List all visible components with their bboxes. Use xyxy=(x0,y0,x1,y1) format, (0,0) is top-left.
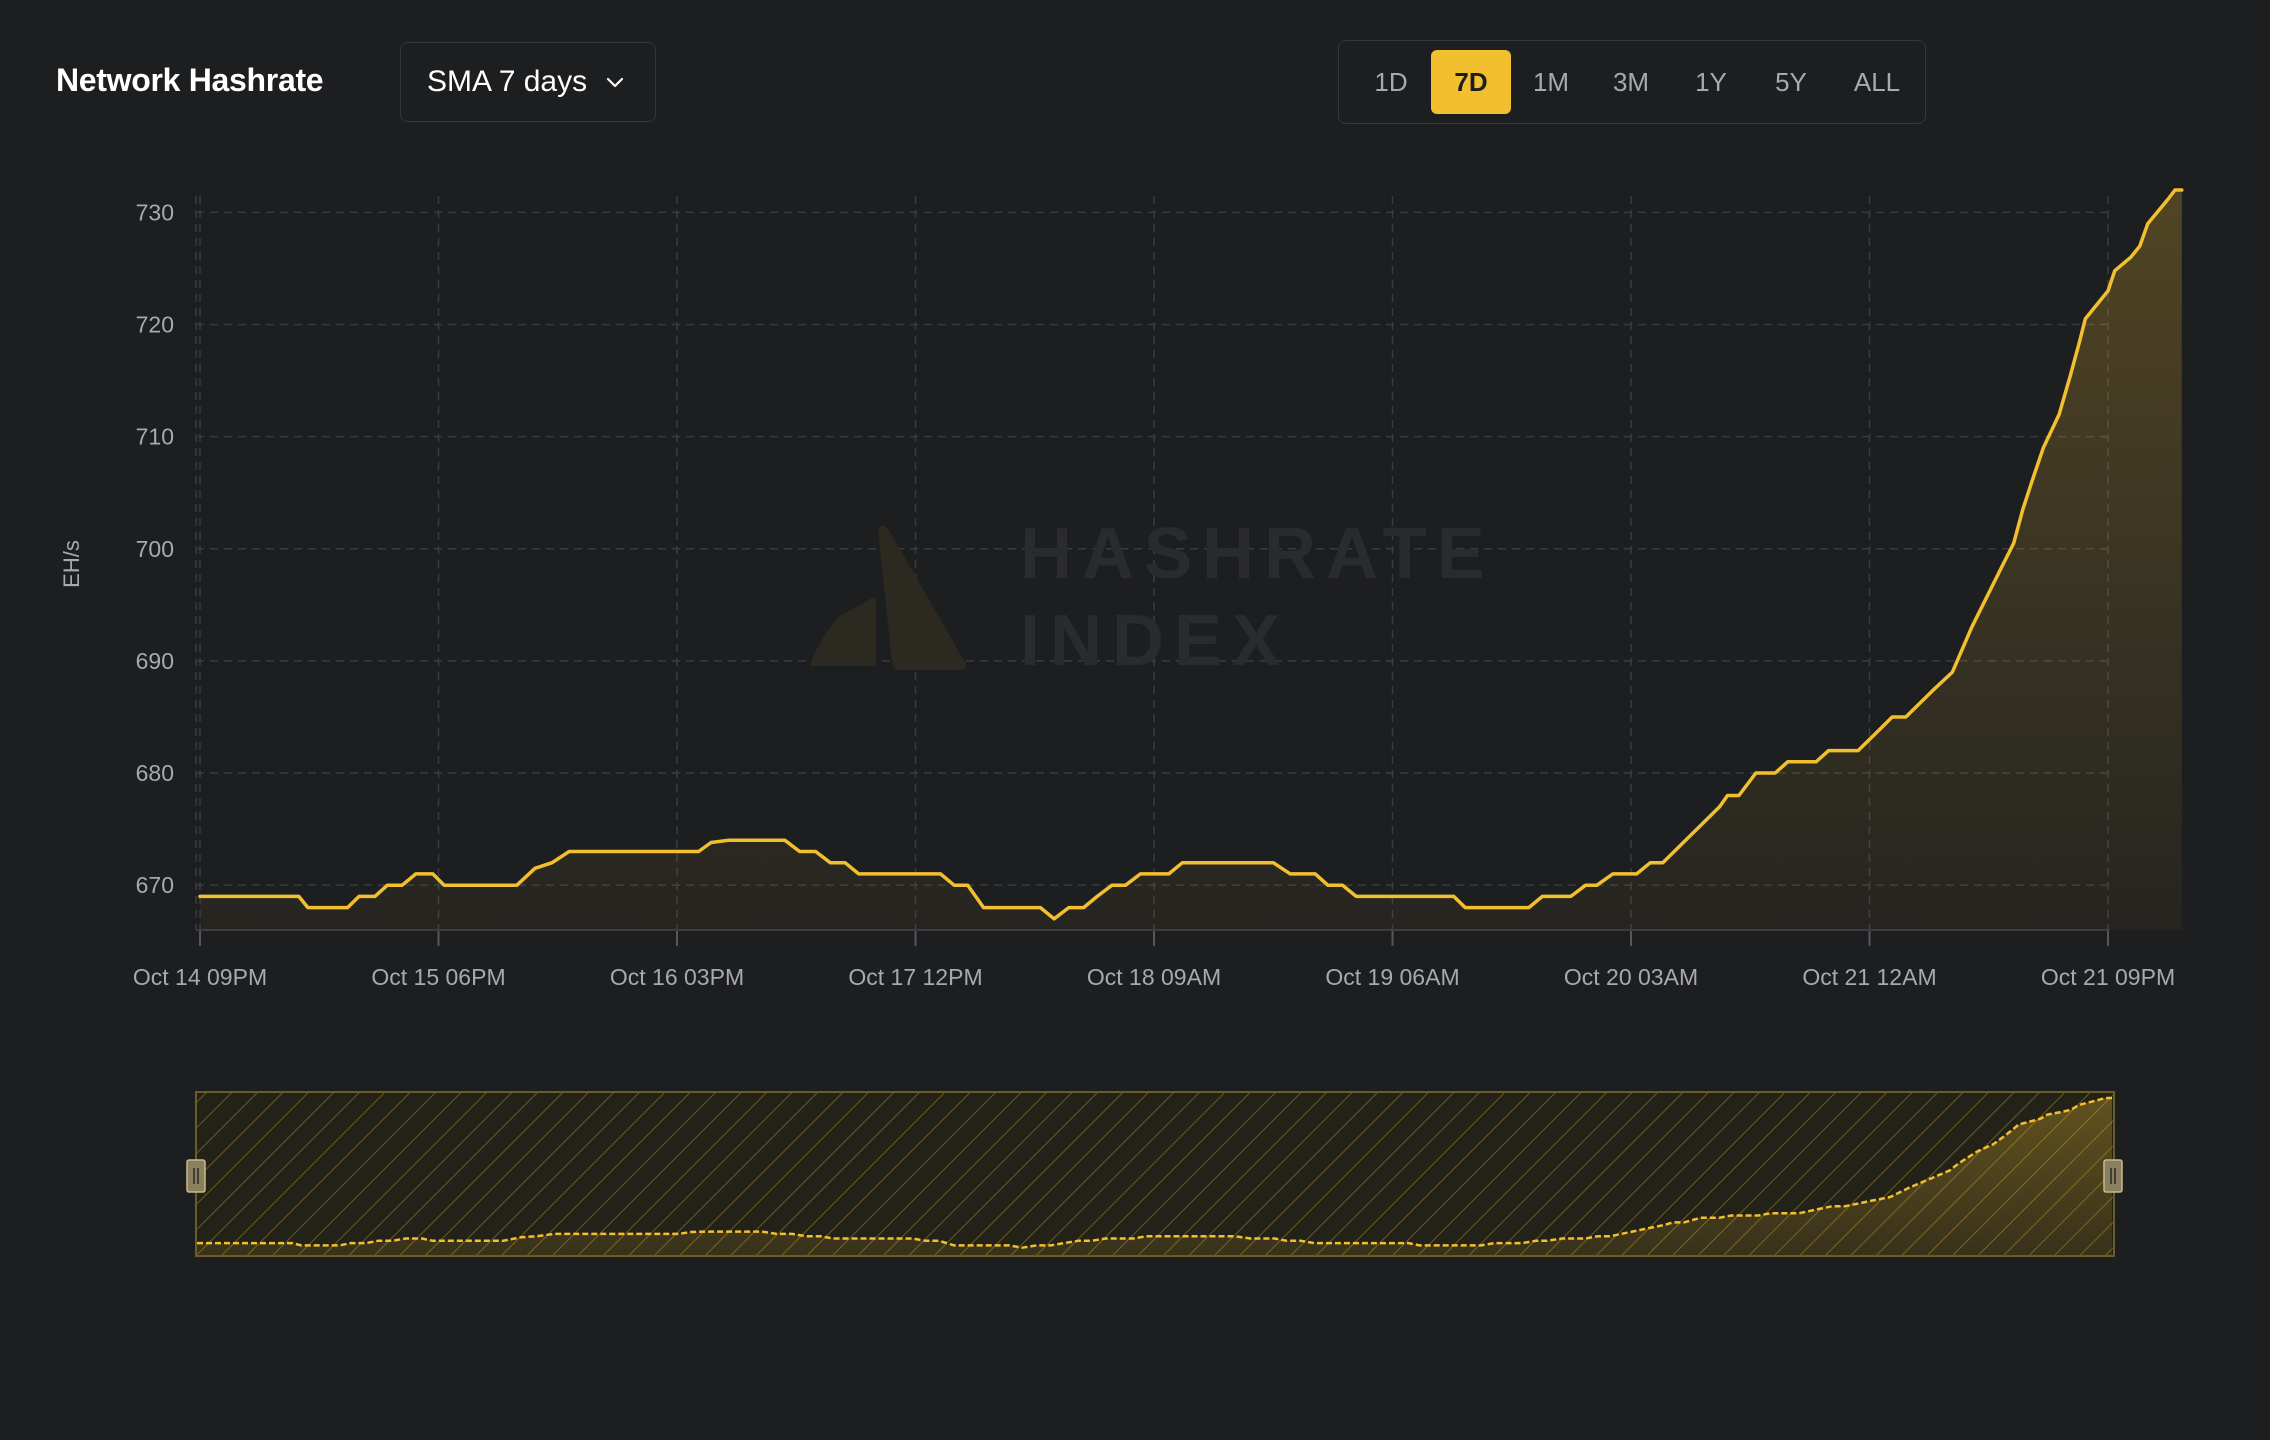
x-tick-label: Oct 18 09AM xyxy=(1087,964,1221,990)
watermark-logo-icon xyxy=(810,597,877,666)
y-tick-label: 700 xyxy=(136,536,174,562)
x-tick-label: Oct 21 09PM xyxy=(2041,964,2175,990)
hashrate-area xyxy=(200,190,2182,930)
y-tick-label: 690 xyxy=(136,648,174,674)
y-tick-label: 730 xyxy=(136,199,174,225)
y-axis-ticks: 670 680 690 700 710 720 730 xyxy=(136,199,174,898)
x-tick-label: Oct 15 06PM xyxy=(371,964,505,990)
watermark: HASHRATE INDEX xyxy=(810,514,1495,681)
navigator-right-handle[interactable] xyxy=(2103,1159,2123,1193)
x-tick-label: Oct 19 06AM xyxy=(1325,964,1459,990)
time-range-selector: 1D 7D 1M 3M 1Y 5Y ALL xyxy=(1338,40,1926,124)
x-tick-label: Oct 16 03PM xyxy=(610,964,744,990)
chevron-down-icon xyxy=(606,77,624,88)
range-button-1d[interactable]: 1D xyxy=(1374,66,1408,97)
range-button-7d[interactable]: 7D xyxy=(1431,50,1511,114)
range-button-all[interactable]: ALL xyxy=(1853,66,1901,97)
y-tick-label: 710 xyxy=(136,424,174,450)
x-tick-label: Oct 21 12AM xyxy=(1802,964,1936,990)
x-tick-label: Oct 14 09PM xyxy=(133,964,267,990)
x-axis-ticks: Oct 14 09PM Oct 15 06PM Oct 16 03PM Oct 17 … xyxy=(133,964,2175,990)
watermark-logo-icon xyxy=(878,525,967,670)
y-tick-label: 720 xyxy=(136,312,174,338)
navigator-line xyxy=(197,1096,2112,1249)
chart-title: Network Hashrate xyxy=(56,62,324,98)
watermark-text-line2: INDEX xyxy=(1020,601,1290,681)
range-button-1y[interactable]: 1Y xyxy=(1695,66,1727,97)
range-button-3m[interactable]: 3M xyxy=(1612,66,1650,97)
navigator-area xyxy=(197,1098,2112,1255)
range-navigator[interactable] xyxy=(186,1091,2123,1257)
range-button-5y[interactable]: 5Y xyxy=(1775,66,1807,97)
watermark-text-line1: HASHRATE xyxy=(1020,514,1495,594)
navigator-left-handle[interactable] xyxy=(186,1159,206,1193)
y-tick-label: 680 xyxy=(136,760,174,786)
y-axis-label: EH/s xyxy=(59,540,84,588)
dropdown-label: SMA 7 days xyxy=(427,65,588,98)
x-tick-label: Oct 20 03AM xyxy=(1564,964,1698,990)
x-tick-label: Oct 17 12PM xyxy=(848,964,982,990)
y-tick-label: 670 xyxy=(136,872,174,898)
range-button-1m[interactable]: 1M xyxy=(1532,66,1570,97)
hashrate-line xyxy=(198,188,2184,921)
sma-period-dropdown[interactable]: SMA 7 days xyxy=(400,42,656,122)
